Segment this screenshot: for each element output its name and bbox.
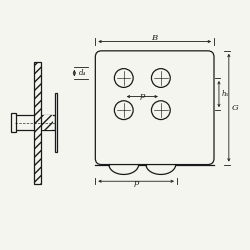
Bar (36, 115, 53, 130)
Bar (11, 113, 16, 132)
Bar (14, 115, 54, 130)
Bar (34, 62, 41, 184)
Text: h₅: h₅ (222, 90, 229, 98)
Text: B: B (152, 34, 158, 42)
Text: d₄: d₄ (78, 69, 86, 77)
Bar (54, 93, 57, 152)
Text: p: p (134, 178, 139, 186)
Text: G: G (232, 104, 238, 112)
FancyBboxPatch shape (95, 51, 214, 164)
Text: p: p (140, 92, 145, 100)
